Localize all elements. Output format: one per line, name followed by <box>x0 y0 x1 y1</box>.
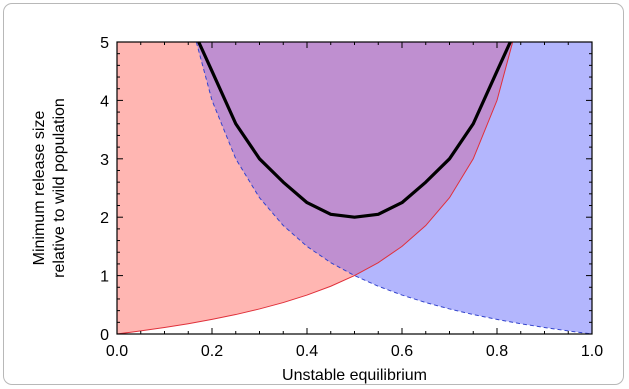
y-axis-title-line-2: relative to wild population <box>51 98 68 278</box>
x-axis-title: Unstable equilibrium <box>282 367 427 384</box>
black-thick-curve <box>197 42 512 219</box>
shaded-regions <box>117 42 592 334</box>
y-tick-label: 3 <box>100 152 109 169</box>
x-tick-label: 0.8 <box>486 343 508 360</box>
y-tick-label: 4 <box>100 93 109 110</box>
curves <box>117 42 592 334</box>
x-tick-label: 0.0 <box>106 343 128 360</box>
region-overlap <box>196 42 513 276</box>
x-tick-label: 0.4 <box>296 343 318 360</box>
y-tick-label: 1 <box>100 269 109 286</box>
red-curve <box>117 42 514 334</box>
y-tick-label: 2 <box>100 210 109 227</box>
y-axis-title-line-1: Minimum release size <box>31 111 48 266</box>
x-tick-label: 1.0 <box>581 343 603 360</box>
x-tick-label: 0.6 <box>391 343 413 360</box>
axis-ticks: 0.0 0.2 0.4 0.6 0.8 1.0 0 1 2 3 4 5 <box>100 35 603 360</box>
x-tick-label: 0.2 <box>201 343 223 360</box>
blue-dashed-curve <box>195 42 592 334</box>
y-tick-label: 5 <box>100 35 109 52</box>
y-tick-label: 0 <box>100 327 109 344</box>
